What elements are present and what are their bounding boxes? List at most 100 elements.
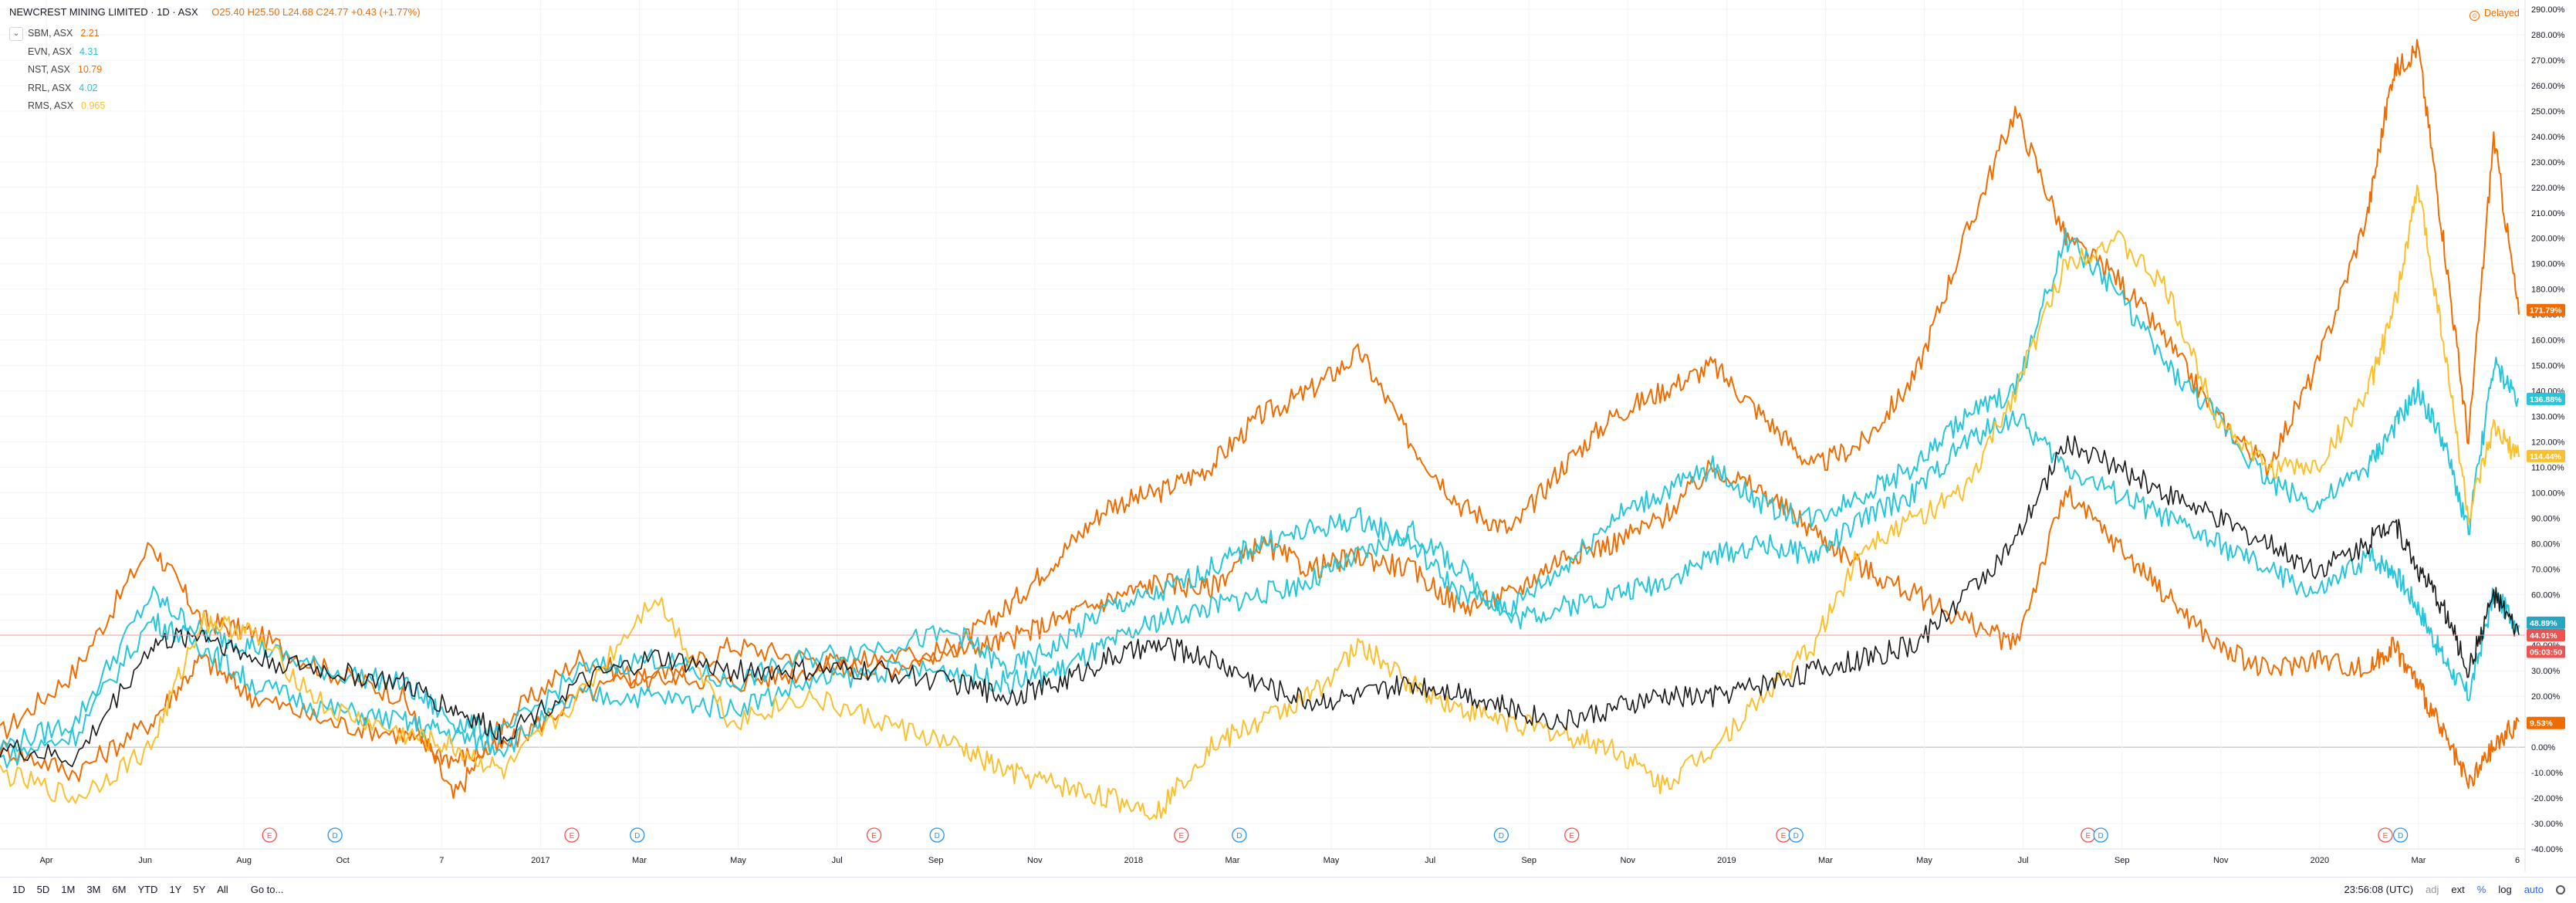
goto-button[interactable]: Go to... (250, 884, 284, 895)
timeframe-1d[interactable]: 1D (12, 884, 25, 895)
auto-toggle[interactable]: auto (2524, 884, 2544, 895)
timeframe-ytd[interactable]: YTD (137, 884, 158, 895)
x-tick-label: May (1916, 856, 1932, 865)
series-layer (0, 39, 2520, 820)
dividend-marker (1788, 827, 1804, 843)
symbol-title[interactable]: NEWCREST MINING LIMITED · 1D · ASX (9, 6, 198, 18)
timeframe-3m[interactable]: 3M (86, 884, 101, 895)
price-badge (2527, 629, 2565, 642)
event-marker-label: E (1569, 832, 1574, 840)
y-tick-label: 120.00% (2531, 438, 2565, 447)
series-line (0, 39, 2520, 800)
y-tick-label: -20.00% (2531, 794, 2563, 803)
delayed-status[interactable]: ⏲ Delayed (2470, 8, 2520, 21)
series-line (0, 459, 2520, 790)
legend-value: 10.79 (77, 64, 103, 75)
y-tick-label: 90.00% (2531, 514, 2561, 523)
timeframe-5d[interactable]: 5D (36, 884, 50, 895)
x-tick-label: Sep (1521, 856, 1536, 865)
bottom-right-controls: 23:56:08 (UTC) adj ext % log auto (2344, 884, 2565, 895)
event-marker-label: E (871, 832, 877, 840)
legend-row[interactable]: RRL, ASX 4.02 (9, 79, 105, 98)
timeframe-1m[interactable]: 1M (61, 884, 76, 895)
timeframe-all[interactable]: All (217, 884, 228, 895)
y-tick-label: 110.00% (2531, 463, 2564, 472)
price-badge-label: 05:03:50 (2530, 648, 2562, 657)
event-marker-label: E (2383, 832, 2388, 840)
y-tick-label: 280.00% (2531, 31, 2565, 40)
dividend-marker (929, 827, 945, 843)
y-tick-label: 260.00% (2531, 82, 2565, 91)
x-tick-label: Aug (236, 856, 252, 865)
x-tick-label: Mar (632, 856, 647, 865)
x-tick-label: 2019 (1717, 856, 1736, 865)
y-tick-label: 60.00% (2531, 590, 2561, 600)
legend-value: 0.965 (81, 100, 106, 111)
price-badge (2527, 645, 2565, 658)
legend-symbol: NST, ASX (28, 64, 70, 75)
x-tick-label: May (1323, 856, 1340, 865)
x-tick-label: Jul (832, 856, 843, 865)
event-marker-label: E (570, 832, 575, 840)
timeframe-buttons: 1D 5D 1M 3M 6M YTD 1Y 5Y All Go to... (8, 884, 290, 895)
legend-row[interactable]: RMS, ASX 0.965 (9, 97, 105, 116)
time-axis[interactable]: Apr Jun Aug Oct 7 2017 Mar May Jul Sep Nov 2018 Mar M… (0, 848, 2525, 865)
price-badge (2527, 616, 2565, 629)
x-tick-label: May (730, 856, 746, 865)
x-tick-label: Jun (138, 856, 152, 865)
y-tick-label: 230.00% (2531, 158, 2565, 167)
y-tick-label: 100.00% (2531, 489, 2565, 498)
series-line (0, 435, 2520, 768)
x-tick-label: Sep (928, 856, 944, 865)
event-marker-label: E (1178, 832, 1184, 840)
ext-toggle[interactable]: ext (2451, 884, 2465, 895)
earnings-marker (564, 827, 580, 843)
legend-symbol: SBM, ASX (28, 28, 73, 39)
legend-symbol: RRL, ASX (28, 82, 72, 93)
y-tick-label: -30.00% (2531, 820, 2563, 829)
event-marker-label: D (1793, 832, 1799, 840)
event-marker-label: D (634, 832, 640, 840)
percent-toggle[interactable]: % (2476, 884, 2486, 895)
x-tick-label: Oct (336, 856, 350, 865)
y-tick-label: 160.00% (2531, 337, 2565, 346)
event-marker-label: D (1236, 832, 1242, 840)
legend-row[interactable]: EVN, ASX 4.31 (9, 43, 105, 62)
timeframe-1y[interactable]: 1Y (169, 884, 182, 895)
x-tick-label: Jul (1425, 856, 1435, 865)
price-badge-label: 48.89% (2530, 619, 2557, 628)
x-tick-label: Apr (39, 856, 52, 865)
event-marker-label: E (267, 832, 272, 840)
legend-value: 2.21 (80, 28, 100, 39)
legend-row[interactable]: ⌄ SBM, ASX 2.21 (9, 25, 105, 43)
event-marker-label: D (2098, 832, 2104, 840)
price-badge-label: 44.01% (2530, 631, 2557, 641)
series-line (0, 227, 2520, 752)
y-tick-label: 130.00% (2531, 413, 2565, 422)
y-tick-label: 30.00% (2531, 667, 2561, 676)
timeframe-5y[interactable]: 5Y (193, 884, 206, 895)
y-tick-label: 70.00% (2531, 565, 2561, 574)
chevron-down-icon[interactable]: ⌄ (9, 26, 23, 41)
price-badge (2527, 449, 2565, 462)
utc-clock[interactable]: 23:56:08 (UTC) (2344, 884, 2414, 895)
y-tick-label: 0.00% (2531, 743, 2555, 752)
price-axis[interactable]: 290.00% 280.00% 270.00% 260.00% 250.00% 240.0… (2524, 0, 2565, 872)
event-marker-label: D (935, 832, 940, 840)
y-tick-label: 180.00% (2531, 286, 2565, 295)
earnings-marker (2378, 827, 2393, 843)
log-toggle[interactable]: log (2498, 884, 2512, 895)
y-tick-label: 210.00% (2531, 209, 2565, 218)
y-tick-label: 270.00% (2531, 56, 2565, 66)
y-tick-label: 140.00% (2531, 387, 2565, 397)
legend-row[interactable]: NST, ASX 10.79 (9, 61, 105, 79)
delayed-label: Delayed (2484, 8, 2520, 19)
timeframe-6m[interactable]: 6M (112, 884, 127, 895)
legend-value: 4.31 (79, 46, 99, 57)
x-tick-label: 6 (2515, 856, 2520, 865)
adj-toggle[interactable]: adj (2426, 884, 2439, 895)
y-tick-label: -10.00% (2531, 769, 2563, 778)
gear-icon[interactable] (2556, 884, 2565, 895)
x-tick-label: Jul (2018, 856, 2029, 865)
